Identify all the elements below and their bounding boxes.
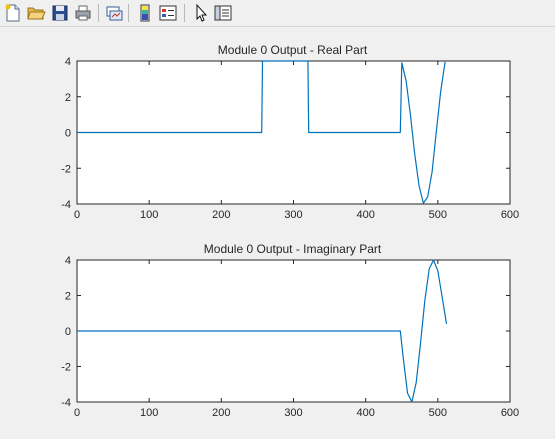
colorbar-icon [140, 4, 150, 22]
x-tick-label: 400 [356, 407, 374, 419]
save-figure-button[interactable] [50, 3, 70, 23]
x-tick-label: 0 [74, 407, 80, 419]
y-tick-label: 4 [65, 255, 71, 267]
x-tick-label: 100 [140, 209, 158, 221]
axes-title-real: Module 0 Output - Real Part [218, 43, 368, 57]
new-file-icon [5, 4, 20, 22]
series-line [77, 60, 446, 204]
print-figure-button[interactable] [73, 3, 93, 23]
property-inspector-button[interactable] [213, 3, 233, 23]
link-plot-button[interactable] [104, 3, 124, 23]
legend-button[interactable] [158, 3, 178, 23]
new-figure-button[interactable] [3, 3, 23, 23]
x-tick-label: 200 [212, 209, 230, 221]
x-tick-label: 600 [501, 407, 519, 419]
save-icon [52, 5, 68, 21]
y-tick-label: -4 [61, 397, 71, 409]
folder-icon [27, 7, 46, 20]
y-tick-label: -2 [61, 163, 71, 175]
x-tick-label: 300 [284, 407, 302, 419]
y-tick-label: 2 [65, 92, 71, 104]
pointer-icon [196, 3, 208, 22]
axes-imaginary-part[interactable]: Module 0 Output - Imaginary Part 0 100 200… [61, 242, 519, 419]
x-tick-label: 600 [501, 209, 519, 221]
legend-icon [159, 5, 177, 21]
x-tick-label: 200 [212, 407, 230, 419]
colorbar-button[interactable] [135, 3, 155, 23]
x-tick-label: 500 [429, 209, 447, 221]
printer-icon [75, 5, 91, 21]
figure-canvas: Module 0 Output - Real Part 0 100 200 300 40… [0, 27, 555, 439]
x-tick-label: 400 [356, 209, 374, 221]
y-tick-label: 2 [65, 291, 71, 303]
x-tick-label: 500 [429, 407, 447, 419]
y-tick-label: -2 [61, 362, 71, 374]
axes-real-part[interactable]: Module 0 Output - Real Part 0 100 200 300 40… [61, 43, 519, 221]
figure-plots: Module 0 Output - Real Part 0 100 200 300 40… [61, 43, 519, 419]
axes-title-imaginary: Module 0 Output - Imaginary Part [204, 242, 382, 256]
toolbar-separator [98, 4, 99, 22]
figure-toolbar [0, 0, 555, 27]
link-plot-icon [106, 6, 123, 21]
y-tick-label: 0 [65, 128, 71, 140]
x-tick-label: 0 [74, 209, 80, 221]
y-tick-label: 0 [65, 326, 71, 338]
y-tick-label: -4 [61, 199, 71, 211]
toolbar-separator [128, 4, 129, 22]
y-tick-label: 4 [65, 56, 71, 68]
series-line [77, 259, 448, 403]
toolbar-separator [184, 4, 185, 22]
x-tick-label: 300 [284, 209, 302, 221]
x-tick-label: 100 [140, 407, 158, 419]
panel-icon [214, 5, 232, 21]
open-file-button[interactable] [26, 3, 46, 23]
edit-plot-button[interactable] [191, 3, 211, 23]
